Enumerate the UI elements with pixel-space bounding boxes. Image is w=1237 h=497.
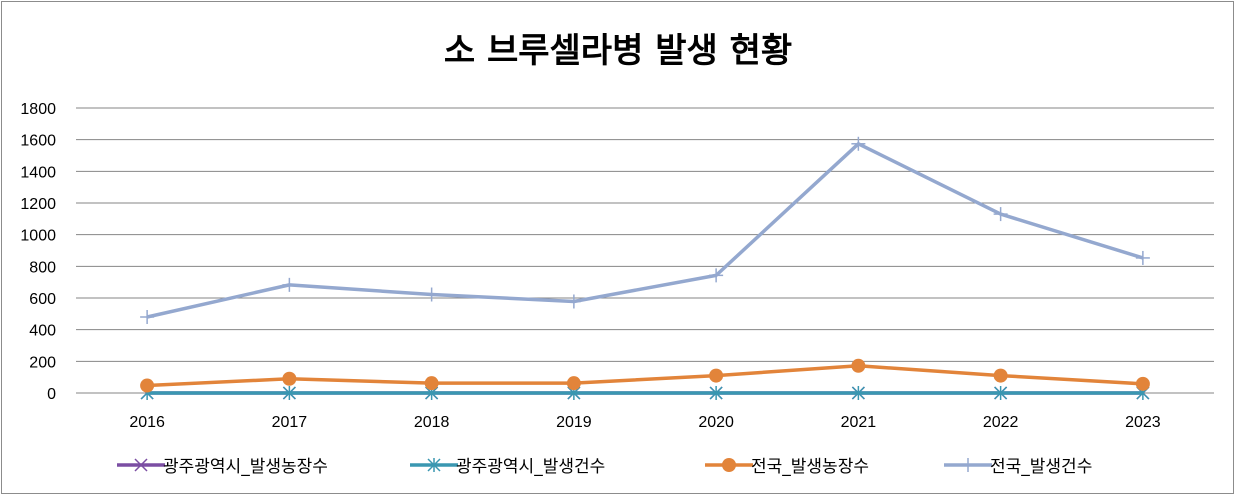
data-point [424,287,439,302]
x-tick-label: 2016 [129,414,165,431]
y-tick-label: 1800 [20,101,56,118]
x-axis-ticks: 2016 2017 2018 2019 2020 2021 2022 2023 [129,414,1160,431]
data-point [282,277,297,292]
legend-item: 광주광역시_발생농장수 [117,457,328,477]
data-point [709,368,724,383]
x-tick-label: 2021 [841,414,877,431]
data-point [851,358,866,373]
x-tick-label: 2019 [556,414,592,431]
legend-label: 광주광역시_발생건수 [456,457,605,477]
gridlines [76,107,1214,394]
data-point [134,458,148,472]
data-point [993,207,1008,222]
y-tick-label: 1000 [20,228,56,245]
legend-label: 광주광역시_발생농장수 [163,457,328,477]
data-point [851,136,866,151]
data-point [709,386,723,400]
x-tick-label: 2018 [414,414,450,431]
y-tick-label: 800 [29,259,56,276]
series-group [140,136,1150,400]
y-tick-label: 1200 [20,196,56,213]
data-point [427,458,441,472]
y-tick-label: 200 [29,354,56,371]
legend-label: 전국_발생농장수 [751,457,869,477]
data-point [722,458,736,472]
y-tick-label: 600 [29,291,56,308]
legend-label: 전국_발생건수 [990,457,1092,477]
x-tick-label: 2020 [698,414,734,431]
data-point [993,368,1008,383]
legend-item: 광주광역시_발생건수 [410,457,605,477]
legend-item: 전국_발생농장수 [705,457,869,477]
data-point [1135,376,1150,391]
series-line [140,136,1150,324]
data-point [851,386,865,400]
y-tick-label: 1600 [20,133,56,150]
legend: 광주광역시_발생농장수 광주광역시_발생건수 전국_발생농장수 전국_발생건수 [117,457,1092,477]
data-point [566,376,581,391]
series-path [146,142,1144,319]
data-point [566,294,581,309]
x-tick-label: 2017 [272,414,308,431]
y-axis-ticks: 0 200 400 600 800 1000 1200 1400 1600 1800 [20,101,56,403]
data-point [140,310,155,324]
x-tick-label: 2022 [983,414,1019,431]
data-point [282,386,296,400]
data-point [140,378,155,393]
y-tick-label: 0 [47,386,56,403]
data-point [961,458,975,472]
series-line [140,358,1150,393]
legend-item: 전국_발생건수 [944,457,1092,477]
series-path [147,364,1143,388]
data-point [1135,250,1150,265]
data-point [994,386,1008,400]
data-point [709,268,724,283]
chart-title: 소 브루셀라병 발생 현황 [444,31,792,71]
data-point [424,376,439,391]
series-line [140,386,1150,400]
y-tick-label: 400 [29,323,56,340]
y-tick-label: 1400 [20,164,56,181]
x-tick-label: 2023 [1125,414,1161,431]
data-point [282,371,297,386]
